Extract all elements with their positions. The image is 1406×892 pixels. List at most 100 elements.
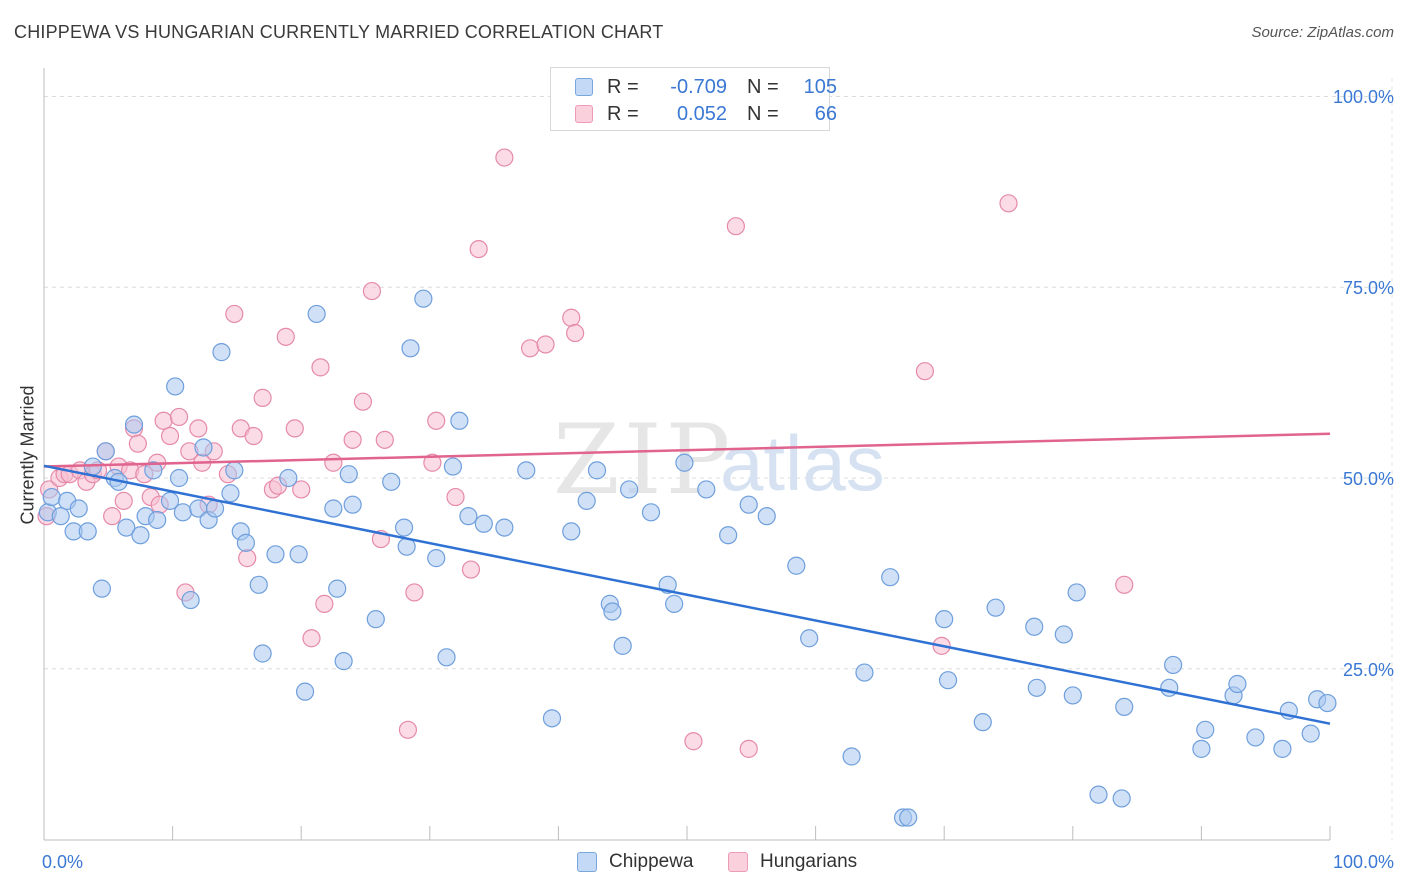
chippewa-point <box>394 518 414 537</box>
chippewa-point <box>517 461 536 480</box>
chippewa-point <box>935 610 954 629</box>
chippewa-point <box>334 652 353 671</box>
chippewa-point <box>117 518 136 537</box>
chippewa-point <box>620 480 639 499</box>
y-axis-label: Currently Married <box>17 385 38 525</box>
hungarians-legend-label: Hungarians <box>760 851 858 872</box>
chippewa-point <box>366 610 385 629</box>
chippewa-point <box>339 465 358 484</box>
chippewa-point <box>266 545 285 564</box>
series-legend: Chippewa Hungarians <box>0 851 1406 877</box>
watermark-atlas: atlas <box>720 419 885 507</box>
chippewa-point <box>450 411 469 430</box>
chippewa-points <box>38 289 1337 827</box>
chippewa-point <box>328 579 347 598</box>
axes <box>43 68 1331 841</box>
legend-item-hungarians[interactable]: Hungarians <box>728 851 857 873</box>
chippewa-point <box>144 461 163 480</box>
chippewa-point <box>253 644 272 663</box>
chippewa-point <box>986 598 1005 617</box>
chippewa-point <box>78 522 97 541</box>
hungarians-point <box>566 323 585 343</box>
hungarians-point <box>469 240 488 259</box>
chippewa-point <box>437 648 456 667</box>
chippewa-point <box>69 499 88 518</box>
hungarians-point <box>1115 575 1134 594</box>
chippewa-point <box>1318 693 1337 713</box>
chippewa-point <box>1067 583 1086 602</box>
chippewa-point <box>169 468 189 488</box>
n-value: 66 <box>814 102 837 125</box>
hungarians-point <box>726 217 745 236</box>
hungarians-point <box>562 308 581 327</box>
hungarians-point <box>276 327 295 346</box>
chippewa-point <box>249 575 268 594</box>
hungarians-point <box>114 491 133 510</box>
chippewa-point <box>225 461 244 480</box>
chippewa-point <box>675 453 694 472</box>
chippewa-point <box>899 808 918 827</box>
r-value: 0.052 <box>676 102 727 125</box>
chippewa-point <box>160 491 180 510</box>
chippewa-point <box>382 472 401 491</box>
chippewa-point <box>443 457 463 476</box>
chippewa-point <box>719 526 738 545</box>
chippewa-point <box>757 507 776 526</box>
chippewa-trend-line <box>43 464 1331 725</box>
chippewa-point <box>92 579 111 598</box>
chippewa-legend-label: Chippewa <box>609 851 694 872</box>
chippewa-point <box>221 484 240 503</box>
hungarians-point <box>103 507 122 526</box>
hungarians-point <box>915 362 935 381</box>
chippewa-point <box>279 468 298 488</box>
n-label: N = <box>747 75 779 98</box>
hungarians-point <box>253 388 272 407</box>
hungarians-point <box>324 453 343 472</box>
chippewa-point <box>307 304 326 324</box>
chippewa-point <box>459 507 478 526</box>
trend-lines <box>43 432 1331 725</box>
chart-title: CHIPPEWA VS HUNGARIAN CURRENTLY MARRIED … <box>14 22 664 42</box>
hungarians-point <box>160 426 180 446</box>
chippewa-point <box>181 590 200 610</box>
r-label: R = <box>607 75 639 98</box>
hungarians-point <box>495 148 514 167</box>
hungarians-point <box>311 358 330 377</box>
y-tick-100: 100.0% <box>1332 87 1394 107</box>
chippewa-point <box>587 461 607 480</box>
chippewa-point <box>1025 617 1044 636</box>
chippewa-point <box>787 556 806 575</box>
r-value: -0.709 <box>670 75 727 98</box>
hungarians-point <box>375 430 394 449</box>
legend-item-chippewa[interactable]: Chippewa <box>577 851 694 873</box>
hungarians-point <box>427 411 446 430</box>
hungarians-point <box>128 434 147 453</box>
chippewa-point <box>236 533 256 552</box>
hungarians-point <box>244 426 263 446</box>
hungarians-point <box>315 594 334 613</box>
hungarians-point <box>169 407 189 427</box>
chippewa-point <box>295 682 315 701</box>
hungarians-point <box>189 419 208 438</box>
chippewa-point <box>1063 686 1082 705</box>
hungarians-point <box>285 419 304 438</box>
correlation-legend: R = -0.709 N = 105 R = 0.052 N = 66 <box>550 67 837 131</box>
hungarians-point <box>292 480 311 499</box>
chippewa-point <box>173 503 192 522</box>
chart-source: Source: ZipAtlas.com <box>1251 24 1394 41</box>
hungarians-point <box>536 335 555 354</box>
chippewa-legend-swatch <box>577 852 597 872</box>
r-label: R = <box>607 102 639 125</box>
chippewa-point <box>1027 678 1046 697</box>
chippewa-point <box>124 415 144 434</box>
x-tick-100: 100.0% <box>1332 852 1394 872</box>
chippewa-point <box>1273 739 1292 758</box>
chippewa-point <box>474 514 493 533</box>
y-tick-75: 75.0% <box>1342 278 1394 298</box>
chippewa-point <box>973 713 992 732</box>
chippewa-point <box>1246 728 1265 747</box>
chippewa-point <box>855 663 874 682</box>
chippewa-point <box>131 526 150 545</box>
chippewa-point <box>194 438 213 457</box>
